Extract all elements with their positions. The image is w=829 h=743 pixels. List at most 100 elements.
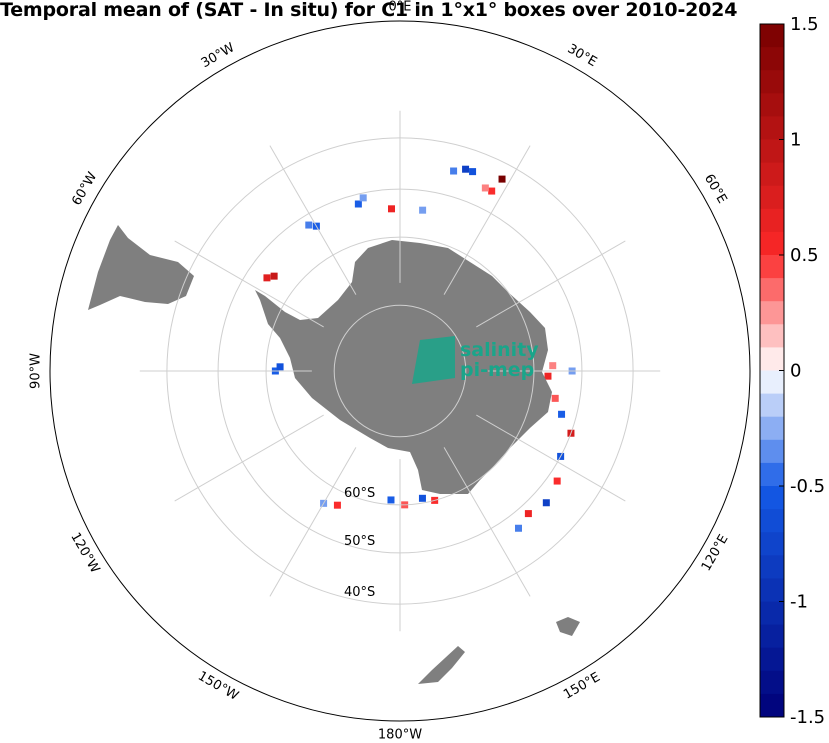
colorbar-segment [760, 24, 784, 48]
lon-label: 180°W [378, 728, 422, 743]
lat-label: 60°S [344, 486, 375, 501]
colorbar-segment [760, 393, 784, 418]
colorbar-tick-label: 1.5 [790, 14, 819, 35]
tasmania-shape [556, 617, 580, 636]
colorbar-segment [760, 185, 784, 210]
south-america-shape [88, 225, 194, 310]
colorbar-segment [760, 509, 784, 533]
lat-ring [333, 304, 467, 438]
land-masses [88, 225, 580, 684]
data-cell [551, 394, 559, 402]
colorbar-segment [760, 439, 784, 464]
data-cell [333, 501, 341, 509]
logo-mark [412, 336, 455, 384]
colorbar-segment [760, 278, 784, 302]
data-cell [544, 372, 552, 380]
colorbar-segment [760, 624, 784, 649]
data-cell [270, 272, 278, 280]
colorbar-segment [760, 462, 784, 487]
colorbar-tick-label: 0 [790, 361, 801, 382]
lat-label: 50°S [344, 534, 375, 549]
lon-label: 150°E [561, 670, 603, 703]
colorbar-tick-label: 0.5 [790, 245, 819, 266]
data-cell [263, 274, 271, 282]
colorbar-segment [760, 416, 784, 441]
data-cell [359, 194, 367, 202]
meridian-line [269, 145, 357, 295]
colorbar-segment [760, 532, 784, 556]
colorbar-segment [760, 93, 784, 117]
data-cell [387, 496, 395, 504]
lon-label: 150°W [195, 669, 241, 704]
colorbar-segment [760, 70, 784, 94]
data-cell [450, 167, 458, 175]
meridian-line [174, 414, 324, 502]
lat-label: 40°S [344, 585, 375, 600]
data-cell [498, 175, 506, 183]
new-zealand-south-shape [418, 646, 465, 684]
colorbar-segment [760, 208, 784, 233]
meridian-line [174, 240, 324, 328]
colorbar-segment [760, 486, 784, 510]
colorbar: 1.5 1 0.5 0 -0.5 -1 -1.5 [759, 14, 825, 728]
data-cell [558, 410, 566, 418]
colorbar-segment [760, 116, 784, 140]
lon-label: 60°E [701, 172, 730, 207]
data-cell [305, 221, 313, 229]
meridian-line [269, 447, 357, 597]
colorbar-segment [760, 670, 784, 695]
colorbar-tick-label: -1.5 [790, 707, 825, 728]
antarctica-shape [255, 240, 552, 494]
lon-label: 120°W [67, 530, 102, 576]
data-cell [549, 362, 557, 370]
data-cell [462, 165, 470, 173]
colorbar-segment [760, 693, 784, 718]
lon-label: 90°W [29, 353, 44, 389]
data-cell [514, 524, 522, 532]
data-cell [488, 187, 496, 195]
map-title: Temporal mean of (SAT - In situ) for C1 … [0, 0, 738, 21]
colorbar-segment [760, 555, 784, 579]
data-cell [418, 494, 426, 502]
graticule [49, 20, 751, 722]
colorbar-segment [760, 162, 784, 187]
meridian-line [443, 447, 531, 597]
lon-label: 120°E [699, 532, 732, 574]
data-cell [524, 510, 532, 518]
lon-label: 30°E [565, 41, 600, 70]
colorbar-segment [760, 139, 784, 164]
data-cell [354, 200, 362, 208]
colorbar-segment [760, 324, 784, 348]
data-cell [419, 206, 427, 214]
colorbar-segment [760, 578, 784, 602]
colorbar-segment [760, 647, 784, 672]
meridian-line [476, 240, 626, 328]
meridian-line [443, 145, 531, 295]
colorbar-tick-label: -1 [790, 592, 808, 613]
lon-label: 0°E [389, 0, 412, 15]
data-cell [469, 168, 477, 176]
colorbar-tick-label: 1 [790, 130, 801, 151]
lon-label: 30°W [199, 40, 238, 71]
data-cell [553, 477, 561, 485]
colorbar-segment [760, 370, 784, 395]
colorbar-segment [760, 347, 784, 371]
data-cell [276, 363, 284, 371]
colorbar-segment [760, 47, 784, 71]
data-cell [481, 184, 489, 192]
colorbar-segment [760, 255, 784, 279]
meridian-line [476, 414, 626, 502]
data-cell [542, 499, 550, 507]
colorbar-tick-label: -0.5 [790, 476, 825, 497]
colorbar-segment [760, 301, 784, 325]
logo-line-2: pi-mep [460, 359, 534, 381]
colorbar-segment [760, 601, 784, 626]
logo-line-1: salinity [460, 339, 539, 361]
lon-label: 60°W [69, 170, 100, 209]
colorbar-segment [760, 231, 784, 256]
latitude-labels: 60°S 50°S 40°S [344, 486, 375, 600]
data-cell [388, 205, 396, 213]
map-frame [49, 20, 751, 722]
